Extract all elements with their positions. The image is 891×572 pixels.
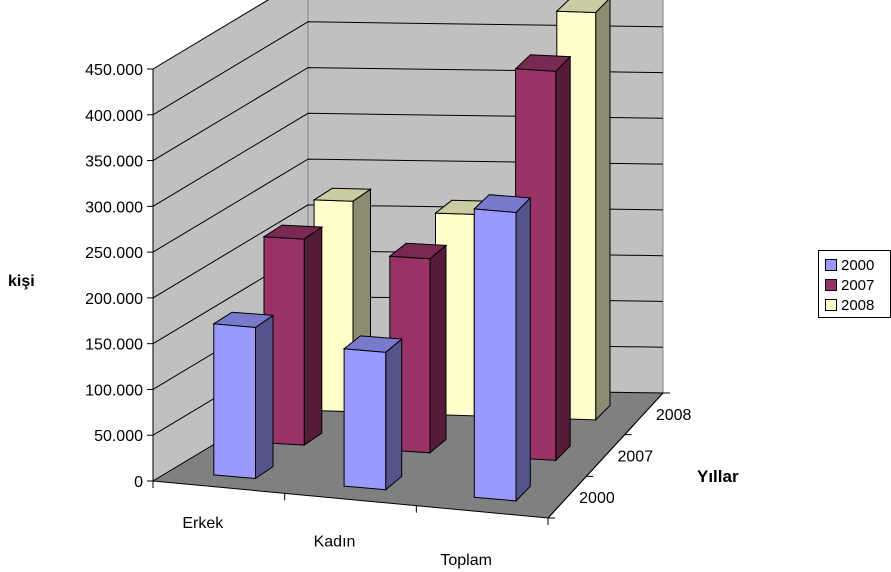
y-tick-label: 450.000 [85,62,143,79]
y-tick-label: 100.000 [85,382,143,399]
bar-top [514,54,572,72]
bar-side [385,337,403,491]
y-tick-label: 350.000 [85,154,143,171]
bar-top [212,311,275,328]
axis-labels: kişi Yıllar [8,273,739,486]
bar [473,194,532,503]
bar-top [262,224,324,240]
bar-top [342,335,403,353]
bar-side [429,244,447,454]
depth-tick-label: 2000 [579,490,615,507]
legend-item: 2007 [825,275,890,295]
x-category-label: Kadın [314,534,356,551]
legend-item: 2008 [825,295,890,315]
y-tick-label: 50.000 [94,428,143,445]
bar-top [555,0,609,14]
legend-label: 2007 [841,276,875,294]
bar-top [473,194,532,214]
depth-tick-label: 2008 [656,407,692,424]
depth-axis-title: Yıllar [697,467,739,486]
y-tick-label: 250.000 [85,245,143,262]
legend-swatch [825,279,837,291]
bar-side [303,226,323,447]
y-tick-label: 0 [134,474,143,491]
gridline [152,21,664,116]
bar-front [213,323,256,480]
bar-side [255,314,274,480]
x-category-label: Erkek [182,515,224,532]
y-axis-title: kişi [8,273,35,290]
legend-label: 2008 [841,296,875,314]
bar [262,224,324,447]
legend: 2000 2007 2008 [818,250,891,318]
gridline [152,0,269,70]
legend-item: 2000 [825,255,890,275]
legend-label: 2000 [841,256,875,274]
bar [342,335,403,491]
y-tick-label: 200.000 [85,291,143,308]
bar [212,311,275,480]
depth-axis-line [547,392,664,519]
bar-side [555,55,571,462]
y-tick-label: 400.000 [85,108,143,125]
bar-side [595,0,611,422]
bar-side [515,196,531,503]
y-tick-label: 300.000 [85,199,143,216]
bar-top [388,242,448,260]
x-category-label: Toplam [440,552,492,569]
bar-front [343,348,387,491]
legend-swatch [825,259,837,271]
bar-top [312,187,373,202]
legend-swatch [825,299,837,311]
y-tick-label: 150.000 [85,337,143,354]
bar-front [473,208,517,502]
depth-tick-label: 2007 [618,449,654,466]
bars [212,0,611,503]
axes: 0 50.000 100.000 150.000 200.000 250.000 300.0… [85,62,691,569]
